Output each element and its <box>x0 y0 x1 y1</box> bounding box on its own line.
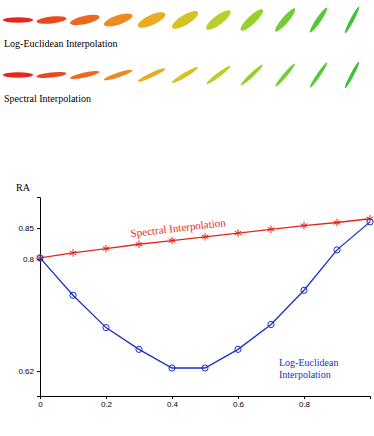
glyph-row-label: Spectral Interpolation <box>4 93 91 104</box>
glyph-row-label: Log-Euclidean Interpolation <box>4 38 118 49</box>
tensor-glyph <box>205 64 231 86</box>
series-marker <box>103 325 109 331</box>
tensor-glyph <box>36 71 66 79</box>
glyph-row <box>3 6 361 34</box>
series-marker <box>334 219 341 227</box>
y-tick-label: 0.62 <box>18 367 34 376</box>
tensor-glyph <box>308 6 329 34</box>
tensor-glyph <box>69 13 100 28</box>
series-marker <box>70 292 76 298</box>
series-marker <box>37 255 43 261</box>
x-tick-label: 0.8 <box>299 400 311 409</box>
series-marker <box>103 245 110 253</box>
y-tick: 0.62 <box>18 367 40 376</box>
tensor-glyph <box>70 69 100 80</box>
y-axis-title: RA <box>16 182 31 193</box>
series-marker <box>136 346 142 352</box>
x-tick-mark <box>172 396 173 399</box>
y-tick-label: 0.8 <box>23 255 35 264</box>
x-tick: 0.8 <box>299 396 311 409</box>
x-tick-label: 0 <box>38 400 43 409</box>
y-axis: 0.62 0.8 0.85 <box>18 198 40 397</box>
plot-area <box>37 215 374 371</box>
tensor-glyph <box>137 67 166 84</box>
y-tick-mark <box>37 371 40 372</box>
tensor-glyph <box>103 68 133 82</box>
x-axis-line <box>41 397 371 400</box>
tensor-glyph <box>204 7 234 33</box>
tensor-glyph <box>274 62 296 87</box>
series-marker <box>136 240 143 248</box>
x-tick-mark <box>304 396 305 399</box>
series-marker <box>169 365 175 371</box>
series-marker <box>235 229 242 237</box>
series-label: Spectral Interpolation <box>130 216 227 239</box>
x-tick: 0.2 <box>101 396 113 409</box>
tensor-glyph <box>273 6 298 33</box>
series-marker <box>334 247 340 253</box>
tensor-glyph <box>136 9 167 31</box>
glyph-row <box>3 61 361 89</box>
x-tick-label: 0.6 <box>233 400 245 409</box>
series-label: Log-EuclideanInterpolation <box>279 357 338 380</box>
tensor-glyph <box>3 72 33 77</box>
x-tick: 0 <box>38 396 43 409</box>
x-tick: 0.4 <box>167 396 179 409</box>
tensor-glyph <box>238 7 265 34</box>
tensor-glyph <box>3 17 33 22</box>
series-marker <box>202 233 209 241</box>
series-marker <box>235 346 241 352</box>
tensor-glyph <box>309 62 329 89</box>
x-tick-mark <box>106 396 107 399</box>
series-line <box>40 222 370 368</box>
tensor-glyph <box>343 61 360 89</box>
tensor-glyph <box>171 65 199 84</box>
x-tick-label: 0.4 <box>167 400 179 409</box>
x-tick-mark <box>238 396 239 399</box>
tensor-glyph <box>102 11 133 29</box>
series-marker <box>367 219 373 225</box>
x-tick-label: 0.2 <box>101 400 113 409</box>
series-marker <box>268 321 274 327</box>
x-axis: 0 0.2 0.4 0.6 0.8 <box>38 396 370 409</box>
series-marker <box>70 249 77 257</box>
y-tick-label: 0.85 <box>18 224 34 233</box>
tensor-glyph <box>36 15 67 25</box>
tensor-glyph <box>170 8 201 32</box>
series-marker <box>301 287 307 293</box>
y-tick-mark <box>37 228 40 229</box>
y-axis-line <box>37 198 41 397</box>
series-marker <box>169 237 176 245</box>
series-marker <box>37 254 44 262</box>
tensor-glyph <box>343 6 360 34</box>
x-tick: 0.6 <box>233 396 245 409</box>
chart: Log-Euclidean Interpolation Spectral Inte… <box>0 0 374 436</box>
series-marker <box>301 222 308 230</box>
series-marker <box>268 226 275 234</box>
tensor-glyph <box>239 63 264 87</box>
series-marker <box>202 365 208 371</box>
y-tick: 0.85 <box>18 224 40 233</box>
